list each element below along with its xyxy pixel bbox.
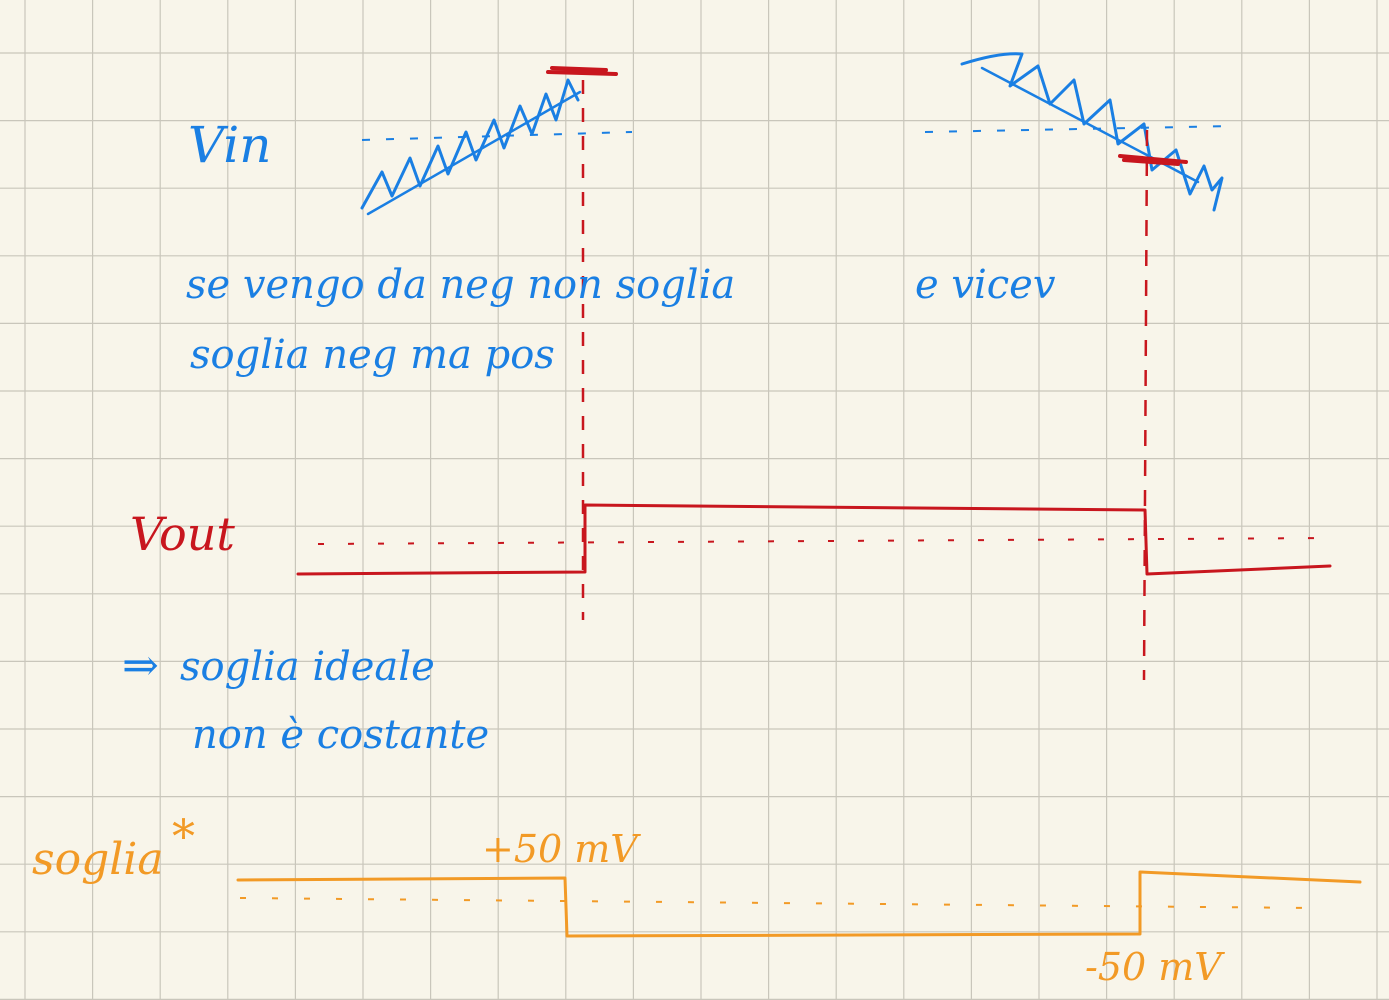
- soglia-square-wave: [236, 870, 1362, 938]
- plus-threshold-label: +50 mV: [482, 827, 641, 871]
- conclusion-line-1: soglia ideale: [180, 644, 435, 690]
- note-line-2: soglia neg ma pos: [190, 332, 555, 378]
- vout-square-wave: [296, 503, 1332, 576]
- switch-guide-line-fall: [1142, 129, 1149, 681]
- conclusion-line-2: non è costante: [192, 712, 489, 758]
- note-line-1-right: e vicev: [915, 262, 1056, 308]
- vin-rising-noisy-signal: [360, 78, 580, 210]
- soglia-star: *: [172, 809, 195, 863]
- vin-cross-marker-low: [1118, 154, 1188, 166]
- vin-cross-marker-high: [546, 66, 618, 76]
- soglia-label: soglia: [32, 834, 164, 885]
- vin-label: Vin: [188, 116, 271, 174]
- vin-rising-trend-stroke: [366, 90, 582, 216]
- vin-falling-noisy-signal: [960, 52, 1224, 212]
- vout-label: Vout: [130, 507, 235, 561]
- vin-threshold-dashed-right: [924, 125, 1236, 133]
- conclusion-arrow: ⇒: [122, 640, 159, 691]
- minus-threshold-label: -50 mV: [1085, 945, 1225, 989]
- note-line-1: se vengo da neg non soglia: [186, 262, 735, 308]
